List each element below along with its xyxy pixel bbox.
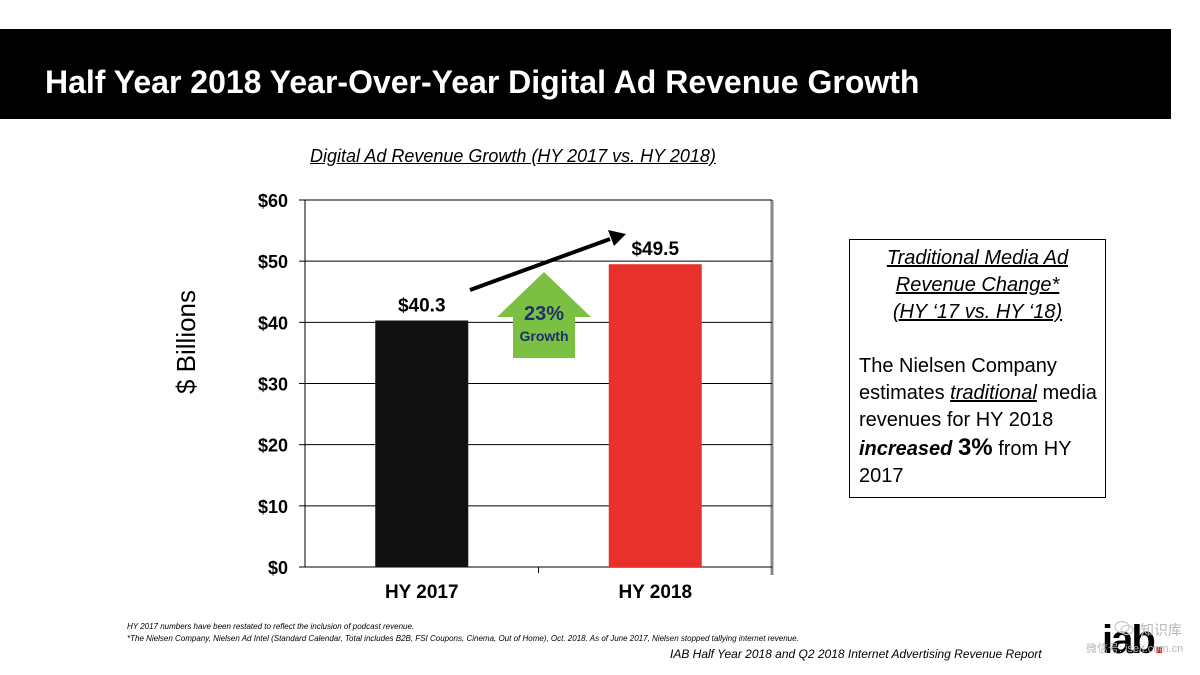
chart-title: Digital Ad Revenue Growth (HY 2017 vs. H… <box>310 146 716 166</box>
info-body-pre: The Nielsen Company estimates <box>859 355 1057 404</box>
trend-arrow-head <box>608 230 626 246</box>
trend-arrow-line <box>469 237 611 292</box>
info-heading-line3: (HY ‘17 vs. HY ‘18) <box>892 301 1063 323</box>
y-tick-label: $40 <box>258 313 288 333</box>
bar-value-label: $49.5 <box>631 239 679 260</box>
growth-up-arrow <box>497 272 591 358</box>
y-tick-label: $0 <box>268 558 288 578</box>
info-body-traditional: traditional <box>950 382 1037 404</box>
x-category-label: HY 2017 <box>385 582 459 603</box>
growth-percent-label: 23% <box>524 303 564 325</box>
bar-value-label: $40.3 <box>398 295 446 316</box>
title-bar <box>0 29 1171 119</box>
info-body-mid: media revenues for HY 2018 <box>859 382 1097 431</box>
info-box-heading: Traditional Media Ad Revenue Change* (HY… <box>850 245 1105 326</box>
footnote-nielsen: *The Nielsen Company, Nielsen Ad Intel (… <box>127 634 799 643</box>
source-citation: IAB Half Year 2018 and Q2 2018 Internet … <box>670 647 1042 661</box>
footnote-restated: HY 2017 numbers have been restated to re… <box>127 622 415 631</box>
info-heading-line1: Traditional Media Ad <box>886 247 1069 269</box>
traditional-media-info-box: Traditional Media Ad Revenue Change* (HY… <box>849 239 1106 498</box>
watermark-line2: 微信号: iseit.com.cn <box>1086 643 1184 655</box>
info-box-body: The Nielsen Company estimates traditiona… <box>859 353 1104 490</box>
bar <box>608 264 702 567</box>
y-axis-title: $ Billions <box>171 290 201 394</box>
bar <box>375 320 469 567</box>
y-tick-label: $10 <box>258 497 288 517</box>
y-tick-label: $30 <box>258 375 288 395</box>
info-body-percent: 3% <box>957 434 993 461</box>
y-tick-label: $60 <box>258 191 288 211</box>
y-tick-label: $50 <box>258 252 288 272</box>
info-body-increased: increased <box>859 438 953 460</box>
watermark-line1: 知识库 <box>1140 622 1182 638</box>
slide-title: Half Year 2018 Year-Over-Year Digital Ad… <box>45 64 920 100</box>
x-category-label: HY 2018 <box>618 582 692 603</box>
iab-logo-dot: . <box>1153 618 1165 662</box>
wechat-watermark-icon <box>1114 620 1134 636</box>
info-body-post: from HY 2017 <box>859 438 1072 487</box>
info-heading-line2: Revenue Change* <box>895 274 1060 296</box>
y-tick-label: $20 <box>258 436 288 456</box>
growth-word-label: Growth <box>520 328 569 344</box>
